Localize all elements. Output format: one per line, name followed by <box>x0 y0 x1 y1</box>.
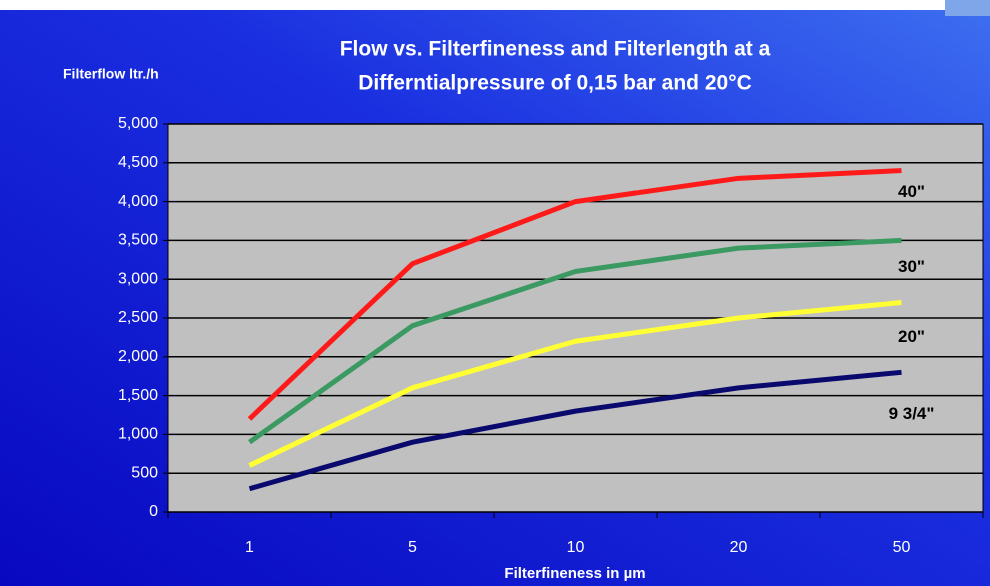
x-tick-label: 20 <box>730 539 748 556</box>
legend-label: 20" <box>898 327 925 346</box>
line <box>248 369 902 492</box>
y-tick-label: 0 <box>149 503 158 520</box>
x-tick-label: 5 <box>408 539 417 556</box>
y-tick-label: 5,000 <box>118 115 158 132</box>
legend-label: 40" <box>898 182 925 201</box>
line <box>248 299 902 468</box>
x-tick-label: 10 <box>567 539 585 556</box>
chart-title: Flow vs. Filterfineness and Filterlength… <box>340 38 771 61</box>
y-tick-label: 3,000 <box>118 270 158 287</box>
x-tick-label: 50 <box>893 539 911 556</box>
y-tick-label: 1,000 <box>118 426 158 443</box>
x-tick-label: 1 <box>245 539 254 556</box>
y-tick-label: 3,500 <box>118 232 158 249</box>
corner-icon <box>945 0 990 16</box>
y-tick-label: 4,500 <box>118 154 158 171</box>
y-tick-label: 2,000 <box>118 348 158 365</box>
y-tick-label: 2,500 <box>118 309 158 326</box>
legend-label: 9 3/4" <box>889 404 935 423</box>
line <box>247 168 902 421</box>
y-tick-label: 500 <box>131 464 158 481</box>
y-tick-label: 4,000 <box>118 193 158 210</box>
y-tick-label: 1,500 <box>118 387 158 404</box>
x-axis-label: Filterfineness in µm <box>504 565 645 582</box>
chart-title: Differntialpressure of 0,15 bar and 20°C <box>358 72 752 95</box>
line <box>248 237 902 445</box>
legend-label: 30" <box>898 257 925 276</box>
y-axis-label: Filterflow ltr./h <box>63 66 159 82</box>
